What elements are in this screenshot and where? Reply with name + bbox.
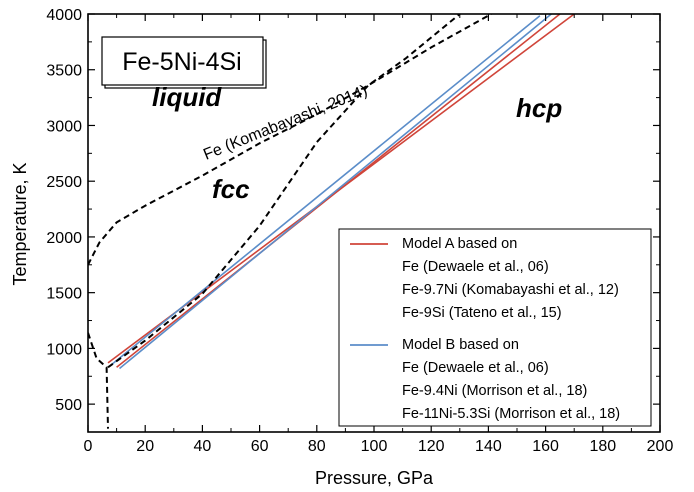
- x-tick-label: 0: [84, 438, 93, 455]
- y-axis-title: Temperature, K: [10, 162, 30, 285]
- composition-title: Fe-5Ni-4Si: [122, 48, 241, 76]
- y-tick-label: 4000: [46, 7, 82, 24]
- x-tick-label: 200: [647, 438, 674, 455]
- x-tick-label: 80: [308, 438, 326, 455]
- y-tick-label: 3000: [46, 118, 82, 135]
- legend-entry-text: Model A based on: [402, 236, 517, 252]
- series-line-3: [118, 14, 552, 370]
- hcp-label: hcp: [516, 93, 562, 123]
- series-line-5: [107, 14, 461, 369]
- y-tick-label: 2500: [46, 174, 82, 191]
- legend-entry-text: Model B based on: [402, 337, 519, 353]
- series-line-2: [110, 15, 541, 366]
- komabayashi-curve-label: Fe (Komabayashi, 2014): [201, 82, 370, 163]
- y-tick-label: 500: [55, 397, 82, 414]
- fcc-label: fcc: [212, 174, 250, 204]
- legend-entry-text: Fe-9.4Ni (Morrison et al., 18): [402, 383, 587, 399]
- y-tick-label: 1000: [46, 341, 82, 358]
- y-tick-label: 3500: [46, 63, 82, 80]
- legend-items: Model A based on Fe (Dewaele et al., 06) F…: [350, 236, 620, 422]
- x-tick-label: 160: [532, 438, 559, 455]
- x-tick-label: 60: [251, 438, 269, 455]
- legend-entry-text: Fe (Dewaele et al., 06): [402, 360, 549, 376]
- legend-entry-text: Fe-11Ni-5.3Si (Morrison et al., 18): [402, 406, 620, 422]
- y-tick-label: 1500: [46, 286, 82, 303]
- legend-entry-text: Fe-9.7Ni (Komabayashi et al., 12): [402, 282, 619, 298]
- axis-ticks: 0 20 40 60 80 100 120 140 160 180 200 500 1000 1500 20…: [46, 7, 673, 455]
- legend-entry-text: Fe (Dewaele et al., 06): [402, 259, 549, 275]
- series-line-4: [88, 14, 492, 266]
- legend-box: [338, 228, 652, 427]
- y-tick-label: 2000: [46, 230, 82, 247]
- x-tick-label: 20: [136, 438, 154, 455]
- x-tick-label: 140: [475, 438, 502, 455]
- series-line-1: [116, 14, 561, 368]
- plot-lines: [88, 14, 575, 429]
- x-tick-label: 120: [418, 438, 445, 455]
- x-tick-label: 180: [589, 438, 616, 455]
- x-axis-title: Pressure, GPa: [315, 468, 434, 488]
- x-tick-label: 100: [361, 438, 388, 455]
- composition-title-box: Fe-5Ni-4Si: [101, 36, 267, 89]
- legend-entry-text: Fe-9Si (Tateno et al., 15): [402, 305, 562, 321]
- x-tick-label: 40: [194, 438, 212, 455]
- series-line-6: [88, 332, 109, 429]
- liquid-label: liquid: [152, 82, 222, 112]
- legend: Model A based on Fe (Dewaele et al., 06) F…: [338, 228, 652, 427]
